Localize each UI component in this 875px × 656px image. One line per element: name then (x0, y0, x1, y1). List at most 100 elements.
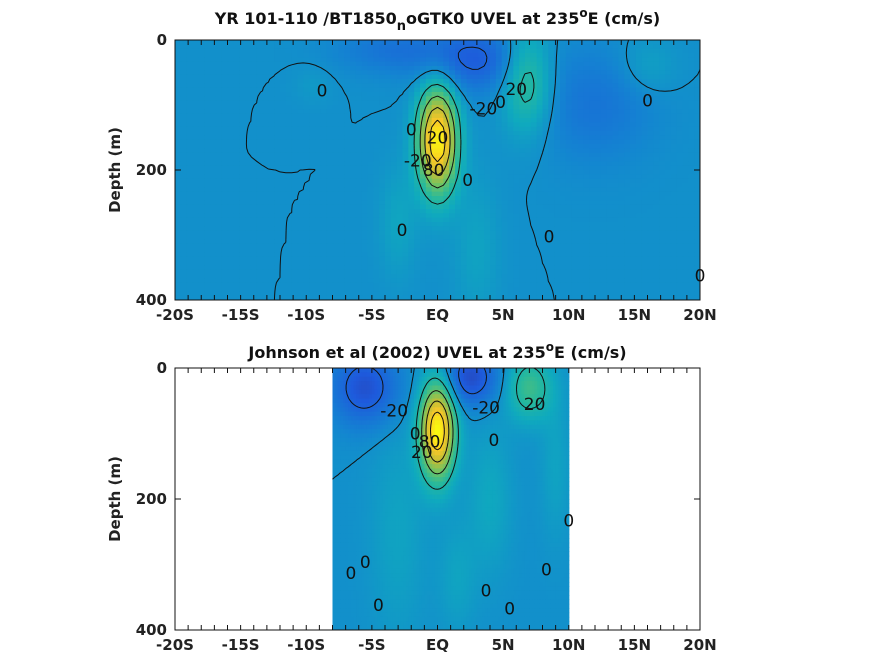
heatmap-cell (670, 131, 678, 136)
heatmap-cell (186, 226, 194, 232)
heatmap-cell (245, 48, 252, 54)
heatmap-cell (548, 70, 555, 76)
heatmap-cell (606, 70, 614, 76)
heatmap-cell (408, 278, 415, 284)
heatmap-cell (589, 230, 596, 236)
heatmap-cell (402, 213, 409, 219)
heatmap-cell (554, 222, 561, 227)
heatmap-cell (338, 148, 345, 154)
heatmap-cell (455, 131, 462, 136)
heatmap-cell (390, 226, 398, 232)
heatmap-cell (210, 222, 217, 227)
heatmap-cell (647, 79, 654, 84)
heatmap-cell (460, 226, 468, 232)
heatmap-cell (688, 161, 695, 167)
heatmap-cell (385, 87, 392, 93)
heatmap-cell (204, 61, 211, 67)
heatmap-cell (647, 187, 654, 193)
heatmap-cell (507, 187, 514, 193)
heatmap-cell (606, 178, 614, 184)
heatmap-cell (472, 144, 479, 149)
heatmap-cell (443, 191, 450, 197)
heatmap-cell (647, 252, 654, 258)
heatmap-cell (280, 269, 287, 275)
heatmap-cell (583, 139, 590, 145)
heatmap-cell (262, 79, 269, 84)
heatmap-cell (612, 274, 619, 279)
heatmap-cell (478, 48, 485, 54)
heatmap-cell (437, 217, 444, 223)
heatmap-cell (408, 170, 415, 175)
heatmap-cell (280, 44, 287, 50)
heatmap-cell (659, 53, 666, 58)
heatmap-cell (606, 74, 614, 80)
heatmap-cell (525, 191, 532, 197)
heatmap-cell (460, 187, 468, 193)
heatmap-cell (443, 61, 450, 67)
heatmap-cell (291, 243, 299, 249)
heatmap-cell (390, 278, 398, 284)
heatmap-cell (635, 204, 643, 210)
heatmap-cell (309, 148, 316, 154)
heatmap-cell (332, 139, 339, 145)
heatmap-cell (379, 92, 386, 97)
heatmap-cell (670, 222, 678, 227)
heatmap-cell (542, 183, 549, 188)
heatmap-cell (618, 235, 625, 240)
heatmap-cell (431, 96, 439, 102)
heatmap-cell (256, 118, 264, 123)
heatmap-cell (420, 265, 427, 271)
heatmap-cell (536, 248, 544, 253)
heatmap-cell (274, 148, 281, 154)
heatmap-cell (513, 256, 520, 262)
heatmap-cell (647, 100, 654, 106)
heatmap-cell (560, 230, 567, 236)
heatmap-cell (665, 269, 672, 275)
heatmap-cell (245, 191, 252, 197)
heatmap-cell (490, 109, 497, 115)
heatmap-cell (653, 96, 660, 102)
heatmap-cell (350, 79, 357, 84)
heatmap-cell (344, 122, 351, 128)
heatmap-cell (262, 274, 269, 279)
heatmap-cell (250, 148, 258, 154)
heatmap-cell (355, 57, 363, 63)
heatmap-cell (449, 265, 456, 271)
heatmap-cell (326, 83, 334, 89)
heatmap-cell (688, 261, 695, 266)
heatmap-cell (641, 61, 649, 67)
heatmap-cell (420, 161, 427, 167)
heatmap-cell (495, 148, 503, 154)
heatmap-cell (315, 157, 322, 162)
heatmap-cell (297, 74, 304, 80)
heatmap-cell (390, 70, 398, 76)
heatmap-cell (210, 57, 217, 63)
heatmap-cell (519, 161, 526, 167)
heatmap-cell (402, 131, 409, 136)
heatmap-cell (175, 191, 182, 197)
heatmap-cell (624, 226, 631, 232)
heatmap-cell (606, 265, 614, 271)
heatmap-cell (560, 70, 567, 76)
heatmap-cell (297, 235, 304, 240)
heatmap-cell (472, 178, 479, 184)
heatmap-cell (694, 161, 700, 167)
heatmap-cell (530, 109, 538, 115)
heatmap-cell (215, 161, 223, 167)
heatmap-cell (595, 200, 602, 206)
heatmap-cell (554, 248, 561, 253)
heatmap-cell (268, 196, 275, 201)
heatmap-cell (215, 204, 223, 210)
heatmap-cell (478, 178, 485, 184)
heatmap-cell (350, 44, 357, 50)
heatmap-cell (227, 122, 234, 128)
heatmap-cell (198, 187, 205, 193)
heatmap-cell (315, 148, 322, 154)
heatmap-cell (303, 113, 310, 119)
heatmap-cell (612, 269, 619, 275)
heatmap-cell (192, 113, 199, 119)
heatmap-cell (239, 217, 246, 223)
heatmap-cell (443, 122, 450, 128)
heatmap-cell (659, 122, 666, 128)
heatmap-cell (344, 256, 351, 262)
